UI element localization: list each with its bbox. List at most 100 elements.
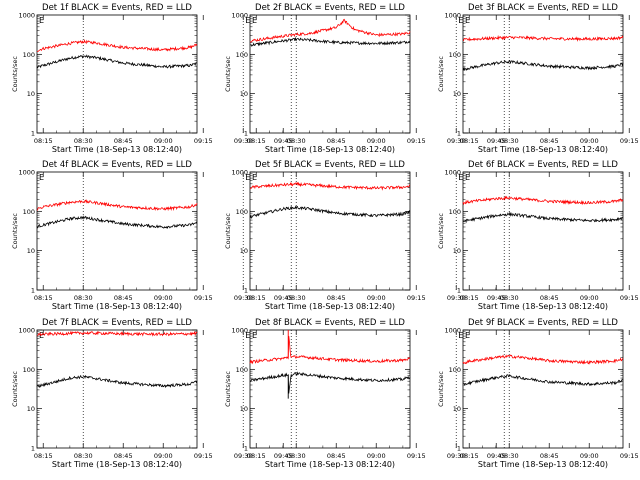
y-tick-label: 1 — [244, 287, 248, 295]
x-tick-label: 09:00 — [367, 452, 386, 460]
x-tick-label: 08:30 — [74, 137, 93, 145]
x-tick-label: 09:30 — [447, 452, 466, 460]
y-tick-label: 1000 — [18, 12, 35, 20]
x-tick-label: 09:30 — [447, 137, 466, 145]
y-tick-label: 100 — [236, 51, 248, 59]
x-axis-label: Start Time (18-Sep-13 08:12:40) — [265, 302, 395, 311]
y-tick-label: 10 — [240, 247, 248, 255]
x-tick-label: 08:30 — [500, 294, 519, 302]
x-tick-label: 08:30 — [500, 452, 519, 460]
x-tick-label: 08:45 — [114, 294, 133, 302]
x-tick-label: 09:45 — [487, 137, 506, 145]
y-tick-label: 100 — [23, 51, 35, 59]
event-marker: E — [39, 16, 44, 25]
y-tick-label: 1 — [31, 445, 35, 453]
y-axis-label: Counts/sec — [437, 56, 445, 92]
y-tick-label: 1 — [457, 287, 461, 295]
x-tick-label: 08:45 — [540, 452, 559, 460]
y-tick-label: 100 — [236, 208, 248, 216]
y-axis-label: Counts/sec — [11, 371, 19, 407]
y-tick-label: 1000 — [231, 12, 248, 20]
y-tick-label: 100 — [449, 51, 461, 59]
y-tick-label: 10 — [453, 90, 461, 98]
x-tick-label: 09:00 — [580, 137, 599, 145]
x-tick-label: 09:00 — [154, 137, 173, 145]
y-axis-label: Counts/sec — [437, 371, 445, 407]
y-tick-label: 10 — [453, 247, 461, 255]
x-tick-label: 09:15 — [407, 294, 426, 302]
x-tick-label: 08:15 — [34, 294, 53, 302]
x-tick-label: 08:15 — [460, 452, 479, 460]
x-tick-label: 09:15 — [620, 452, 639, 460]
chart-panel-3: Det 3f BLACK = Events, RED = LLD EE 1 10 100… — [437, 3, 639, 154]
series-events-line — [463, 373, 624, 387]
plot-frame — [249, 171, 411, 291]
x-tick-label: 08:45 — [540, 294, 559, 302]
series-lld-line — [462, 195, 624, 206]
series-events-line — [249, 371, 411, 394]
x-tick-label: 08:15 — [34, 452, 53, 460]
series-lld-line — [37, 39, 198, 52]
series-lld-line — [36, 330, 198, 337]
chart-title: Det 3f BLACK = Events, RED = LLD — [468, 3, 618, 13]
chart-title: Det 8f BLACK = Events, RED = LLD — [255, 318, 405, 328]
y-tick-label: 1 — [31, 287, 35, 295]
x-axis-label: Start Time (18-Sep-13 08:12:40) — [52, 145, 182, 154]
x-tick-label: 08:45 — [114, 452, 133, 460]
series-lld-line — [36, 199, 198, 212]
event-marker: E — [465, 16, 470, 25]
chart-panel-6: Det 6f BLACK = Events, RED = LLD EE 1 10 100… — [437, 160, 639, 311]
x-tick-label: 09:30 — [234, 137, 253, 145]
y-tick-label: 1000 — [231, 327, 248, 335]
x-tick-label: 09:30 — [234, 452, 253, 460]
x-tick-label: 09:00 — [367, 294, 386, 302]
x-axis-label: Start Time (18-Sep-13 08:12:40) — [478, 460, 608, 469]
x-tick-label: 08:15 — [34, 137, 53, 145]
x-axis-label: Start Time (18-Sep-13 08:12:40) — [478, 145, 608, 154]
y-tick-label: 10 — [27, 247, 35, 255]
x-axis-label: Start Time (18-Sep-13 08:12:40) — [52, 460, 182, 469]
series-events-line — [36, 54, 197, 69]
y-tick-label: 1 — [244, 445, 248, 453]
series-lld-line — [462, 354, 624, 365]
chart-title: Det 5f BLACK = Events, RED = LLD — [255, 160, 405, 170]
x-tick-label: 09:45 — [274, 137, 293, 145]
x-axis-label: Start Time (18-Sep-13 08:12:40) — [265, 460, 395, 469]
x-tick-label: 08:15 — [247, 137, 266, 145]
y-tick-label: 1 — [31, 130, 35, 138]
plot-frame — [462, 14, 624, 134]
x-axis-label: Start Time (18-Sep-13 08:12:40) — [265, 145, 395, 154]
x-tick-label: 09:00 — [154, 452, 173, 460]
series-events-line — [249, 36, 411, 47]
series-events-line — [462, 211, 623, 224]
chart-title: Det 2f BLACK = Events, RED = LLD — [255, 3, 405, 13]
chart-title: Det 7f BLACK = Events, RED = LLD — [42, 318, 192, 328]
chart-title: Det 9f BLACK = Events, RED = LLD — [468, 318, 618, 328]
series-lld-line — [249, 18, 411, 43]
event-marker: E — [245, 16, 250, 25]
y-axis-label: Counts/sec — [224, 213, 232, 249]
x-tick-label: 08:30 — [74, 294, 93, 302]
x-tick-label: 08:15 — [460, 294, 479, 302]
y-tick-label: 10 — [240, 405, 248, 413]
y-axis-label: Counts/sec — [224, 371, 232, 407]
y-tick-label: 10 — [27, 405, 35, 413]
x-tick-label: 08:45 — [327, 452, 346, 460]
y-tick-label: 1000 — [18, 169, 35, 177]
event-marker: E — [245, 173, 250, 182]
event-marker: E — [252, 16, 257, 25]
y-tick-label: 10 — [453, 405, 461, 413]
y-tick-label: 100 — [236, 366, 248, 374]
y-tick-label: 100 — [449, 366, 461, 374]
x-tick-label: 09:45 — [487, 294, 506, 302]
x-axis-label: Start Time (18-Sep-13 08:12:40) — [52, 302, 182, 311]
plot-frame — [36, 14, 198, 134]
chart-title: Det 1f BLACK = Events, RED = LLD — [42, 3, 192, 13]
y-tick-label: 1000 — [18, 327, 35, 335]
plot-frame — [36, 171, 198, 291]
